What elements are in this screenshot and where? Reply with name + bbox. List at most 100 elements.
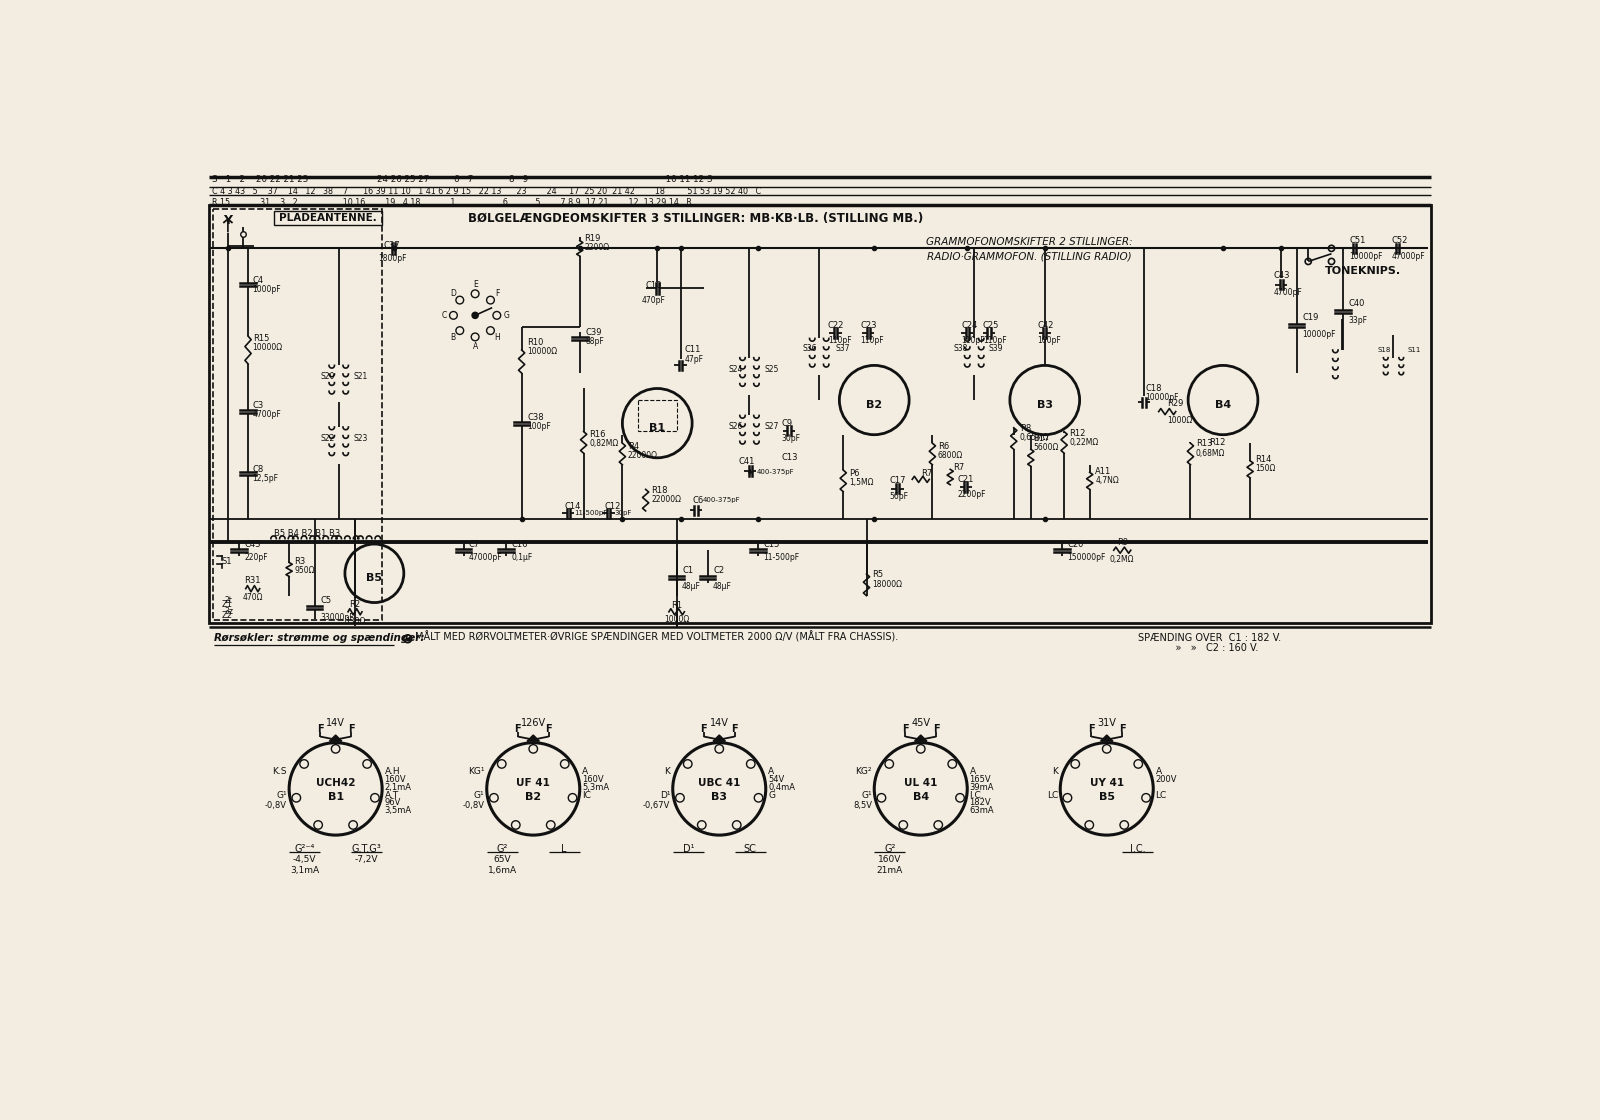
Text: 5600Ω: 5600Ω — [1034, 444, 1059, 452]
Text: R3: R3 — [294, 558, 306, 567]
Text: 2,1mA: 2,1mA — [384, 783, 411, 792]
Text: 10000pF: 10000pF — [1302, 330, 1336, 339]
Text: 470pF: 470pF — [642, 296, 666, 305]
Text: GRAMMOFONOMSKIFTER 2 STILLINGER:: GRAMMOFONOMSKIFTER 2 STILLINGER: — [926, 237, 1133, 248]
Text: 10000pF: 10000pF — [1349, 252, 1382, 261]
Text: 47pF: 47pF — [685, 355, 704, 364]
Text: F: F — [1118, 724, 1125, 734]
Text: C13: C13 — [781, 454, 798, 463]
Text: S   1   2    20 22 21 23                         24 26 25 27         6   7      : S 1 2 20 22 21 23 24 26 25 27 6 7 — [211, 175, 712, 184]
Text: R9: R9 — [1117, 538, 1128, 547]
Text: B4: B4 — [1214, 400, 1230, 410]
Text: B4: B4 — [912, 792, 930, 802]
Text: R18: R18 — [651, 486, 667, 495]
Text: 130Ω: 130Ω — [346, 616, 365, 626]
Text: K: K — [664, 767, 670, 776]
Text: B2: B2 — [866, 400, 882, 410]
Text: S36: S36 — [803, 344, 818, 353]
Text: 182V: 182V — [970, 799, 992, 808]
Text: C9: C9 — [781, 419, 792, 428]
Text: 0,68MΩ: 0,68MΩ — [1195, 449, 1226, 458]
Text: 39mA: 39mA — [970, 783, 994, 792]
Text: 2t: 2t — [224, 596, 232, 605]
Text: D: D — [450, 289, 456, 298]
Text: 31V: 31V — [1098, 718, 1117, 728]
Text: S24: S24 — [728, 365, 742, 374]
Text: C51: C51 — [1349, 236, 1366, 245]
Text: 4700pF: 4700pF — [1274, 288, 1302, 297]
Text: A: A — [970, 767, 976, 776]
Text: 2200Ω: 2200Ω — [584, 243, 610, 252]
Polygon shape — [330, 735, 342, 741]
Text: S18: S18 — [1378, 347, 1392, 353]
Text: 150Ω: 150Ω — [1256, 464, 1275, 473]
Text: 56pF: 56pF — [890, 492, 909, 501]
Text: IC: IC — [582, 791, 590, 800]
Text: UBC 41: UBC 41 — [698, 777, 741, 787]
Text: C17: C17 — [890, 476, 906, 485]
Text: R14: R14 — [1256, 455, 1272, 464]
Text: C7: C7 — [469, 540, 480, 549]
Text: B17: B17 — [1034, 435, 1050, 444]
Text: B5: B5 — [366, 573, 382, 582]
Text: 10000Ω: 10000Ω — [253, 343, 283, 352]
Text: 1800pF: 1800pF — [378, 254, 406, 263]
Text: S39: S39 — [989, 344, 1003, 353]
Text: C11: C11 — [685, 345, 701, 355]
Text: D¹: D¹ — [683, 844, 694, 855]
Text: R5: R5 — [872, 570, 883, 579]
Text: 33pF: 33pF — [1349, 316, 1368, 325]
Text: R31: R31 — [245, 577, 261, 586]
Text: 33000pF: 33000pF — [320, 613, 354, 622]
Text: 5,3mA: 5,3mA — [582, 783, 610, 792]
Text: 1,6mA: 1,6mA — [488, 866, 517, 875]
Text: C8: C8 — [253, 465, 264, 474]
Text: Rørsøkler: strømme og spændinger:: Rørsøkler: strømme og spændinger: — [214, 633, 424, 643]
Text: H: H — [494, 333, 499, 342]
Text: S21: S21 — [354, 373, 368, 382]
Text: R12: R12 — [1069, 429, 1086, 438]
Text: F: F — [701, 724, 707, 734]
Text: G: G — [768, 791, 774, 800]
Text: S37: S37 — [835, 344, 850, 353]
Text: 4700pF: 4700pF — [253, 410, 282, 419]
Text: F: F — [902, 724, 909, 734]
Text: R7: R7 — [920, 468, 931, 478]
Text: 165V: 165V — [970, 775, 992, 784]
Text: C43: C43 — [1274, 271, 1290, 280]
Text: S38: S38 — [954, 344, 968, 353]
Text: 4,7NΩ: 4,7NΩ — [1094, 476, 1118, 485]
Text: 21mA: 21mA — [877, 866, 902, 875]
Text: UL 41: UL 41 — [904, 777, 938, 787]
Text: 200V: 200V — [1155, 775, 1178, 784]
Text: C52: C52 — [1392, 236, 1408, 245]
Text: 11-500pF: 11-500pF — [763, 553, 800, 562]
Text: S20: S20 — [320, 373, 334, 382]
Circle shape — [472, 312, 478, 318]
Text: 100pF: 100pF — [526, 422, 550, 431]
Text: C: C — [442, 311, 446, 320]
Text: F: F — [515, 724, 522, 734]
Text: F: F — [494, 289, 499, 298]
Text: 63mA: 63mA — [970, 806, 994, 815]
Text: G¹: G¹ — [861, 791, 872, 800]
Text: C5: C5 — [320, 596, 331, 605]
Text: C12: C12 — [605, 502, 621, 511]
Text: C41: C41 — [739, 457, 755, 466]
Text: E: E — [472, 280, 477, 289]
Text: F: F — [933, 724, 939, 734]
Text: -0,8V: -0,8V — [266, 801, 286, 811]
Text: 470Ω: 470Ω — [243, 594, 262, 603]
Text: 30pF: 30pF — [781, 435, 800, 444]
Text: G: G — [502, 311, 509, 320]
Text: C42: C42 — [1037, 320, 1053, 330]
Text: 96V: 96V — [384, 799, 402, 808]
Text: B5: B5 — [1099, 792, 1115, 802]
Text: 3,1mA: 3,1mA — [290, 866, 318, 875]
Text: UY 41: UY 41 — [1090, 777, 1123, 787]
Text: 110pF: 110pF — [962, 336, 984, 345]
Text: Z1: Z1 — [222, 599, 232, 608]
Text: B3: B3 — [1037, 400, 1053, 410]
Text: SC: SC — [744, 844, 757, 855]
Polygon shape — [915, 735, 926, 741]
